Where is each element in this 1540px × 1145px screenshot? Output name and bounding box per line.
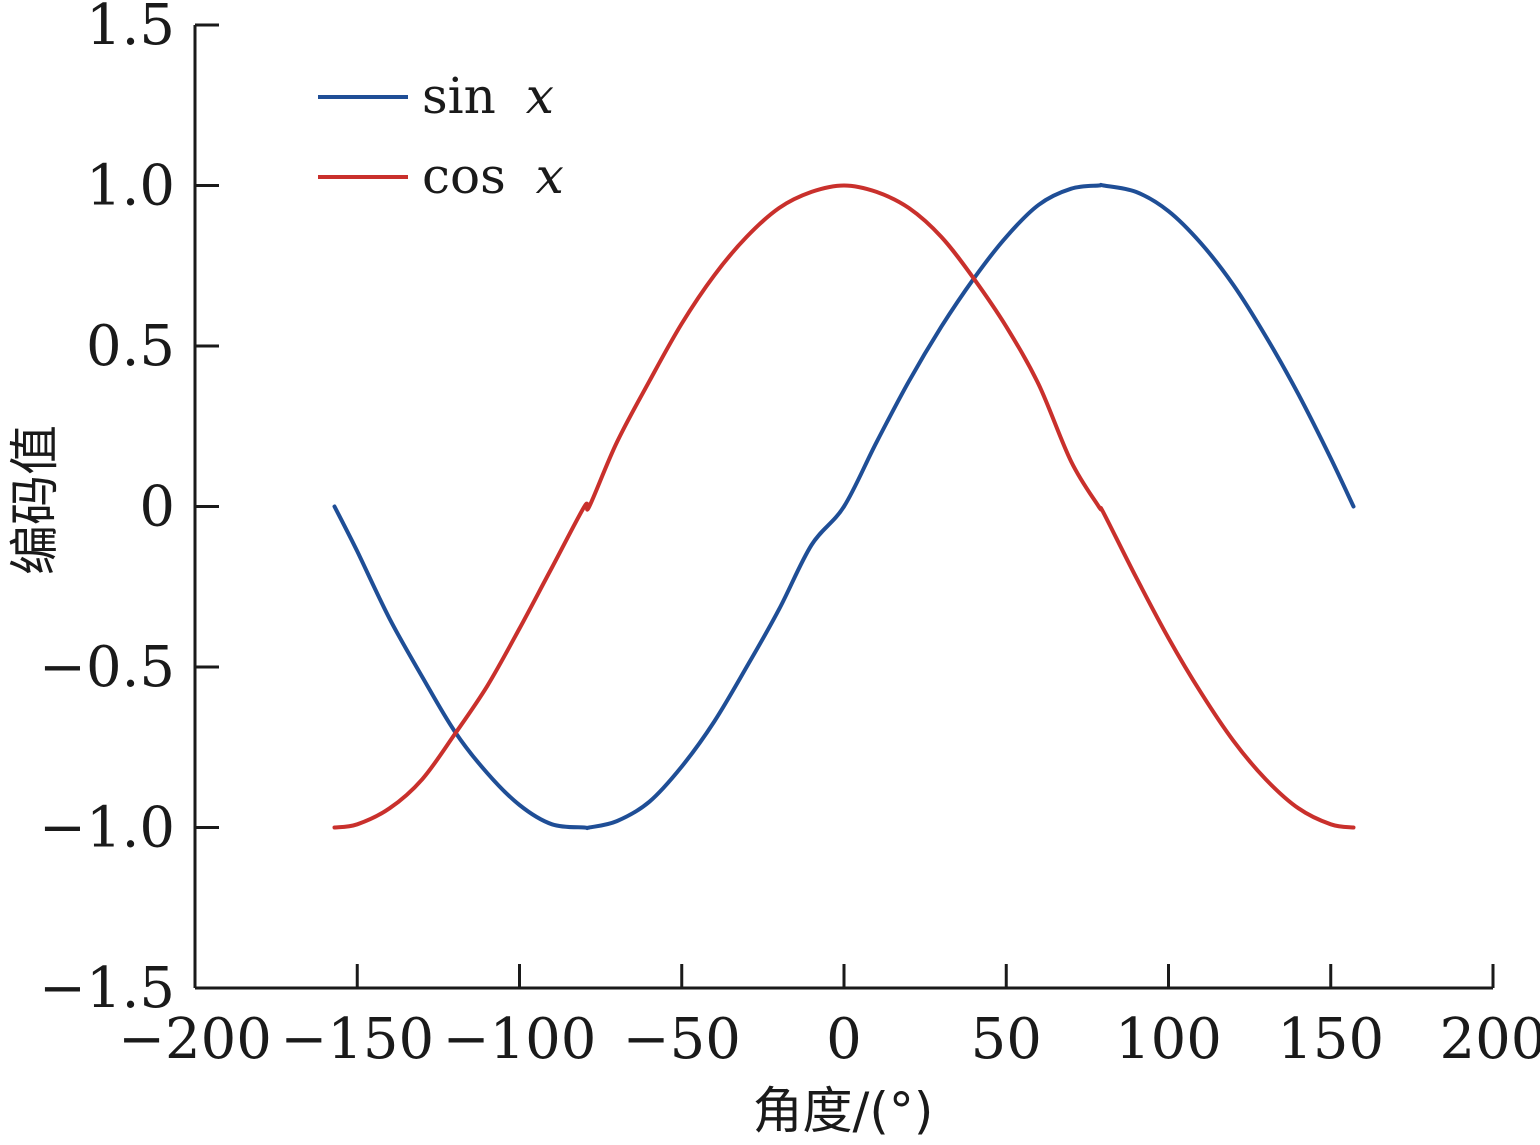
y-tick-label: 1.5 <box>86 0 175 58</box>
series-layer <box>332 182 1356 831</box>
legend-var-cos: x <box>536 147 564 205</box>
y-tick-label: −1.5 <box>39 956 175 1021</box>
y-tick-label: 0 <box>139 475 175 540</box>
y-tick-label: −1.0 <box>39 796 175 861</box>
legend-func-cos: cos <box>422 147 506 205</box>
x-axis-ticks: −200 −150 −100 −50 0 50 100 150 200 <box>118 964 1540 1072</box>
x-axis-title: 角度/(°) <box>753 1082 934 1140</box>
x-tick-label: 100 <box>1115 1007 1222 1072</box>
x-tick-label: 200 <box>1440 1007 1540 1072</box>
y-axis-title: 编码值 <box>6 425 64 575</box>
x-tick-label: 50 <box>971 1007 1042 1072</box>
x-tick-label: −100 <box>443 1007 597 1072</box>
legend-label-cos: cos x <box>422 147 564 205</box>
y-tick-label: 0.5 <box>86 314 175 379</box>
y-tick-label: 1.0 <box>86 154 175 219</box>
series-line-sin <box>332 182 1356 831</box>
series-line-cos <box>332 183 1356 830</box>
legend-func-sin: sin <box>422 67 496 125</box>
y-tick-label: −0.5 <box>39 635 175 700</box>
y-axis-ticks: −1.5 −1.0 −0.5 0 0.5 1.0 1.5 <box>39 0 219 1021</box>
x-tick-label: 0 <box>826 1007 862 1072</box>
legend: sin x cos x <box>318 67 564 205</box>
legend-var-sin: x <box>526 67 554 125</box>
legend-label-sin: sin x <box>422 67 554 125</box>
x-tick-label: −50 <box>623 1007 741 1072</box>
x-tick-label: −150 <box>280 1007 434 1072</box>
x-tick-label: −200 <box>118 1007 272 1072</box>
x-tick-label: 150 <box>1277 1007 1384 1072</box>
